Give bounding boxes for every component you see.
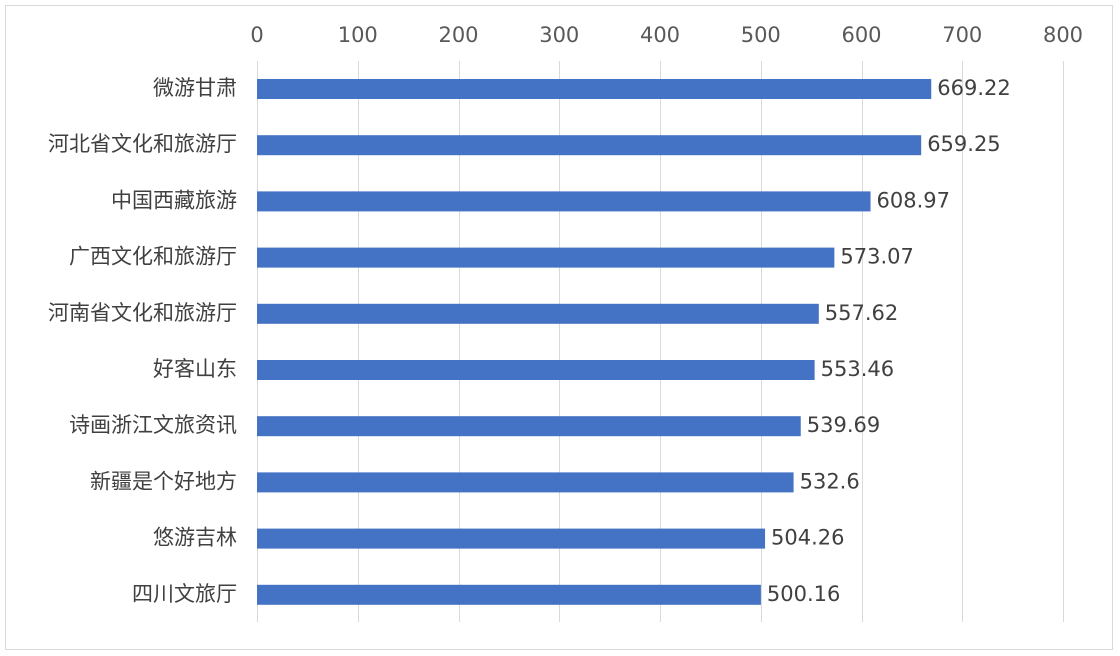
data-labels: 669.22 659.25 608.97 573.07 557.62 553.46 539.… — [767, 76, 1011, 606]
data-label: 500.16 — [767, 582, 840, 606]
bar — [257, 528, 766, 549]
bar — [257, 247, 835, 268]
data-label: 504.26 — [771, 526, 844, 550]
category-label: 广西文化和旅游厅 — [69, 245, 237, 269]
data-label: 539.69 — [807, 413, 880, 437]
data-label: 608.97 — [877, 188, 950, 212]
bar — [257, 79, 932, 99]
category-label: 河北省文化和旅游厅 — [48, 132, 237, 156]
category-label: 悠游吉林 — [153, 526, 237, 550]
bar — [257, 191, 871, 212]
x-tick-label: 400 — [640, 23, 680, 47]
data-label: 659.25 — [927, 132, 1000, 156]
category-label: 诗画浙江文旅资讯 — [69, 413, 237, 437]
x-tick-label: 0 — [250, 23, 263, 47]
category-label: 四川文旅厅 — [132, 582, 237, 606]
x-tick-label: 600 — [841, 23, 881, 47]
data-label: 553.46 — [821, 357, 894, 381]
data-label: 557.62 — [825, 301, 898, 325]
bar — [257, 135, 922, 156]
bar — [257, 584, 761, 605]
x-tick-label: 500 — [741, 23, 781, 47]
category-label: 河南省文化和旅游厅 — [48, 301, 237, 325]
bar — [257, 303, 819, 324]
bars — [257, 79, 932, 605]
data-label: 573.07 — [840, 245, 913, 269]
bar — [257, 416, 801, 437]
x-tick-label: 200 — [438, 23, 478, 47]
bar — [257, 360, 815, 380]
category-label: 微游甘肃 — [153, 76, 237, 100]
bar — [257, 472, 794, 493]
x-tick-label: 100 — [338, 23, 378, 47]
category-label: 好客山东 — [153, 357, 237, 381]
x-axis-ticks: 0 100 200 300 400 500 600 700 800 — [250, 23, 1083, 47]
category-label: 新疆是个好地方 — [90, 469, 237, 493]
x-tick-label: 700 — [942, 23, 982, 47]
category-label: 中国西藏旅游 — [111, 188, 237, 212]
x-tick-label: 300 — [539, 23, 579, 47]
data-label: 532.6 — [800, 469, 860, 493]
data-label: 669.22 — [937, 76, 1010, 100]
x-tick-label: 800 — [1043, 23, 1083, 47]
category-labels: 微游甘肃河北省文化和旅游厅中国西藏旅游广西文化和旅游厅河南省文化和旅游厅好客山东… — [48, 76, 237, 606]
